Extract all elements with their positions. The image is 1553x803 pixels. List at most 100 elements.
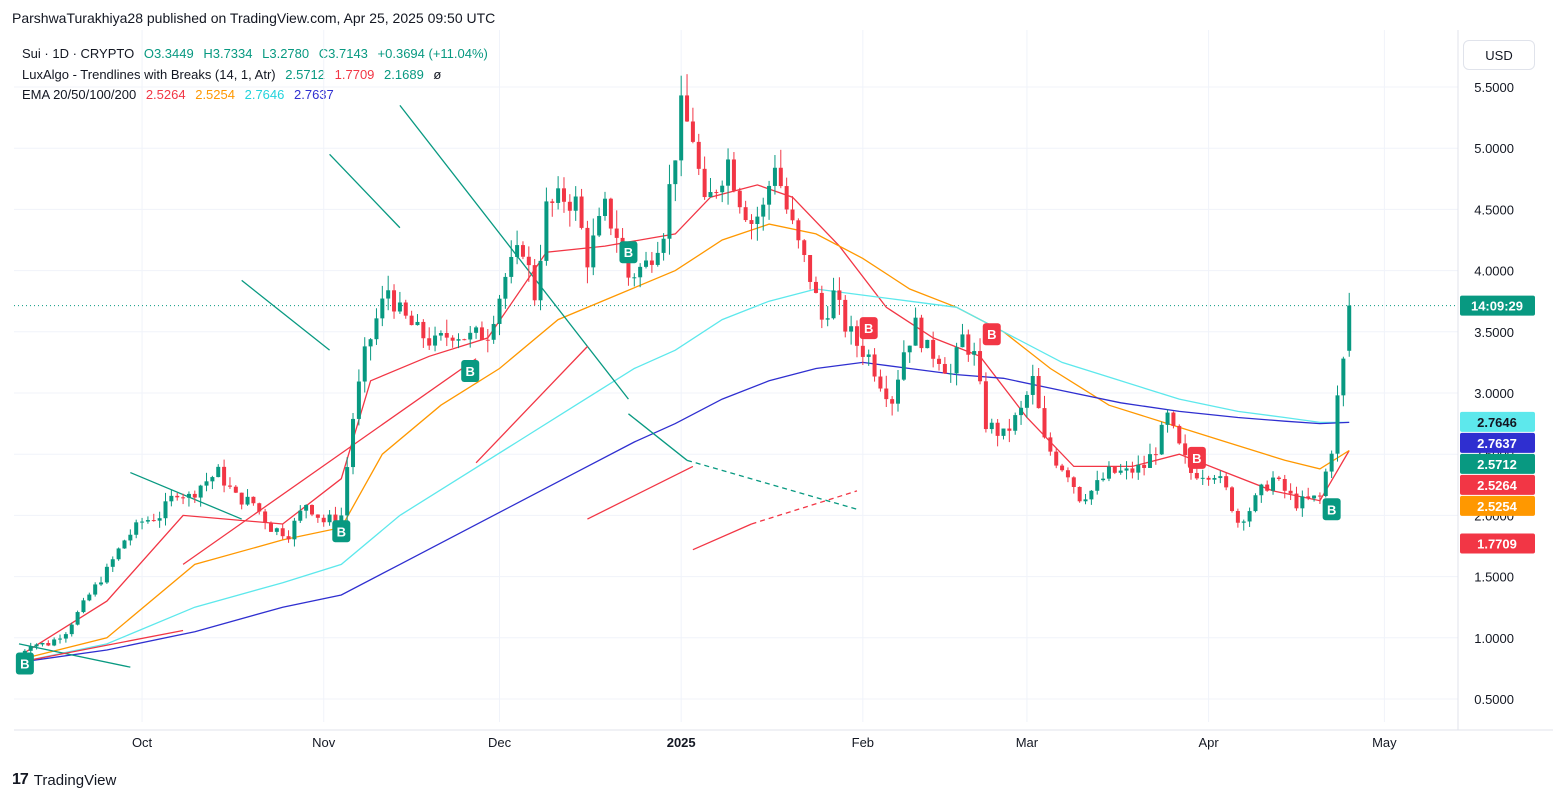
candle-body [479,327,484,340]
candle-body [503,276,508,299]
candle-body [907,345,912,353]
candle-body [122,540,127,549]
footer-brand[interactable]: 17 TradingView [12,771,116,789]
break-badges: B B B B B B B B [15,241,1341,675]
candle-body [784,186,789,210]
candle-body [1159,424,1164,455]
candle-body [52,639,57,646]
candle-body [1118,470,1123,473]
candle-body [181,497,186,499]
break-badge [1322,498,1341,521]
candle-body [1083,499,1088,502]
candle-body [520,245,525,257]
x-tick-label: 2025 [667,735,696,750]
candle-body [1019,407,1024,416]
break-badge [461,359,480,382]
candle-body [227,485,232,487]
candle-body [1230,487,1235,511]
price-label-box [1460,533,1535,554]
candle-body [655,252,660,265]
candle-body [591,235,596,268]
candlesticks [17,74,1352,658]
candle-body [1130,468,1135,473]
candle-body [444,333,449,338]
candle-body [1347,305,1352,351]
price-label-text: 2.5712 [1477,457,1517,472]
trendline [475,346,588,464]
candle-body [169,495,174,502]
candle-body [696,141,701,169]
ema-label[interactable]: EMA 20/50/100/200 [22,87,137,102]
candle-body [954,347,959,374]
candle-body [597,215,602,236]
candle-body [1282,479,1287,491]
candle-body [1106,466,1111,479]
candle-body [263,511,268,523]
candle-body [1265,484,1270,491]
currency-button[interactable]: USD [1463,40,1535,70]
brand-name: TradingView [33,771,117,789]
symbol-name[interactable]: Sui · 1D · CRYPTO [22,46,135,61]
candle-body [778,167,783,187]
trendline [182,358,477,565]
break-badge [1187,446,1206,469]
trendline [587,465,694,520]
ema100-value: 2.7646 [244,87,285,102]
candle-body [140,521,145,523]
candle-body [1071,477,1076,488]
candle-body [1142,464,1147,468]
candle-body [327,514,332,523]
candle-body [989,422,994,430]
candle-body [767,185,772,205]
price-label-box [1460,495,1535,516]
candle-body [819,292,824,320]
candle-body [925,339,930,349]
candle-body [87,594,92,601]
candle-body [931,339,936,359]
candle-body [1077,487,1082,502]
candle-body [772,167,777,186]
candle-body [1036,376,1041,409]
candle-body [937,358,942,364]
candle-body [1089,490,1094,500]
candle-body [1024,394,1029,408]
ema-line-ema20 [18,184,1350,657]
y-tick-label: 4.5000 [1474,202,1514,217]
ohlc-close: C3.7143 [318,46,368,61]
candle-body [245,496,250,505]
ohlc-open: O3.3449 [143,46,194,61]
break-badge-label: B [337,524,346,539]
luxalgo-label[interactable]: LuxAlgo - Trendlines with Breaks (14, 1,… [22,66,276,82]
trendline [686,459,858,510]
candle-body [433,335,438,346]
candle-body [157,518,162,521]
candle-body [1206,477,1211,480]
candle-body [351,418,356,468]
candle-body [749,220,754,224]
candle-body [1235,510,1240,523]
candle-body [1153,454,1158,456]
x-axis: Oct Nov Dec 2025 Feb Mar Apr May [132,735,1397,750]
candle-body [233,486,238,493]
candle-body [380,298,385,319]
break-badge [982,323,1001,346]
candle-body [843,299,848,332]
candle-body [661,238,666,253]
candle-body [438,333,443,336]
candle-body [46,643,51,646]
candle-body [333,514,338,523]
y-tick-label: 5.0000 [1474,141,1514,156]
candle-body [1218,476,1223,479]
ema-line-ema100 [18,288,1350,663]
candle-body [75,612,80,625]
break-badge-label: B [1192,451,1201,466]
ema20-value: 2.5264 [145,87,186,102]
candle-body [268,522,273,532]
trendline [751,490,858,525]
candle-body [544,201,549,261]
candle-body [942,363,947,374]
publish-header: ParshwaTurakhiya28 published on TradingV… [12,10,496,26]
candle-body [192,493,197,498]
candle-body [239,492,244,505]
